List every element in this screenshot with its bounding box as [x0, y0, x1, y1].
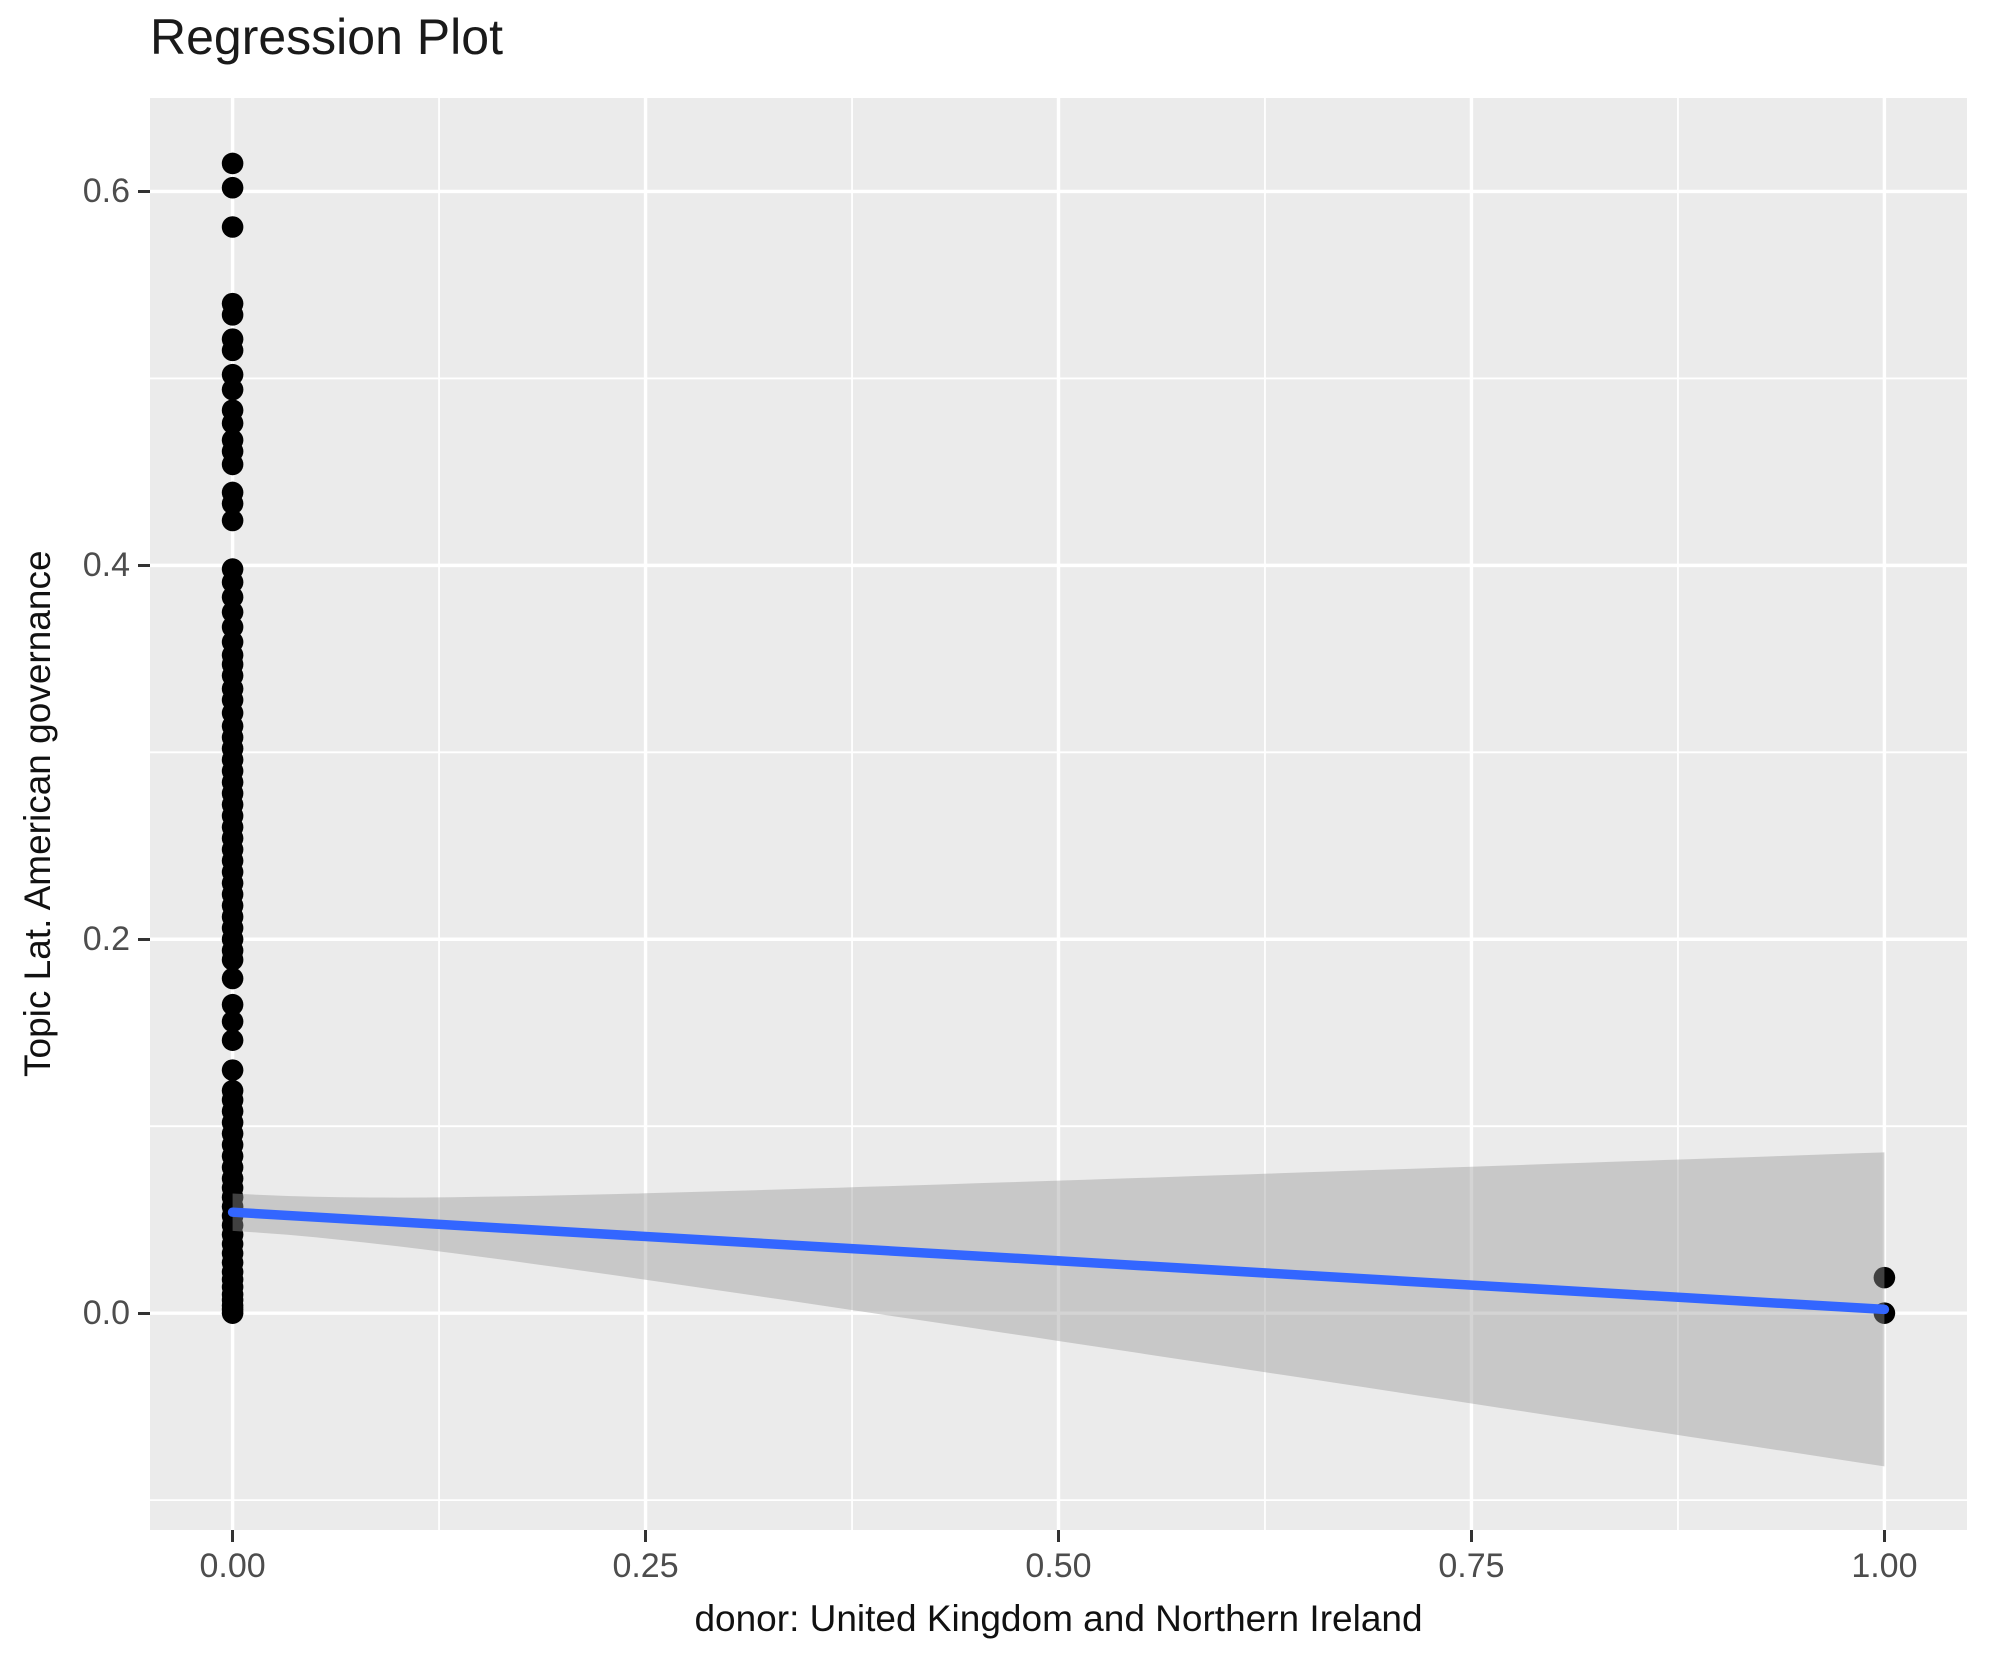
x-tick-mark	[1057, 1530, 1060, 1542]
y-tick-mark	[138, 1311, 150, 1315]
x-tick-mark	[1469, 1530, 1473, 1542]
data-point	[221, 378, 244, 401]
data-point	[221, 1010, 244, 1033]
data-point	[221, 453, 244, 476]
x-tick-label: 0.75	[1438, 1547, 1505, 1585]
data-point	[221, 176, 244, 199]
regression-line	[227, 1207, 1890, 1315]
y-tick-mark	[138, 189, 150, 193]
x-tick-mark	[1882, 1530, 1886, 1542]
data-point	[221, 601, 244, 623]
data-point	[221, 1302, 244, 1324]
data-point	[221, 1059, 244, 1081]
x-tick-label: 0.00	[199, 1547, 266, 1585]
plot-title: Regression Plot	[150, 9, 503, 65]
data-point	[221, 993, 244, 1016]
data-point	[221, 412, 244, 435]
x-tick-label: 0.25	[612, 1547, 679, 1585]
data-point	[221, 1029, 244, 1052]
data-point	[221, 509, 244, 532]
data-point	[221, 339, 244, 362]
data-point	[221, 571, 244, 593]
x-axis-title: donor: United Kingdom and Northern Irela…	[694, 1598, 1423, 1639]
x-tick-mark	[231, 1530, 235, 1542]
data-point	[221, 616, 244, 638]
data-point	[221, 363, 244, 386]
y-tick-label: 0.0	[82, 1294, 130, 1333]
y-tick-label: 0.6	[82, 172, 130, 211]
data-point	[221, 216, 244, 238]
x-tick-label: 0.50	[1025, 1547, 1092, 1585]
data-point	[221, 586, 244, 608]
confidence-ribbon	[232, 1152, 1885, 1467]
data-point	[221, 304, 244, 326]
y-tick-mark	[138, 937, 150, 941]
y-tick-label: 0.2	[82, 920, 130, 959]
y-tick-label: 0.4	[82, 546, 130, 585]
data-point	[221, 492, 244, 515]
x-tick-label: 1.00	[1851, 1547, 1918, 1585]
data-point	[221, 967, 244, 990]
y-tick-mark	[138, 563, 150, 567]
data-point	[1873, 1266, 1896, 1289]
data-point	[221, 152, 244, 175]
plot-panel	[150, 98, 1967, 1530]
data-point	[221, 949, 244, 971]
x-tick-mark	[644, 1530, 648, 1542]
